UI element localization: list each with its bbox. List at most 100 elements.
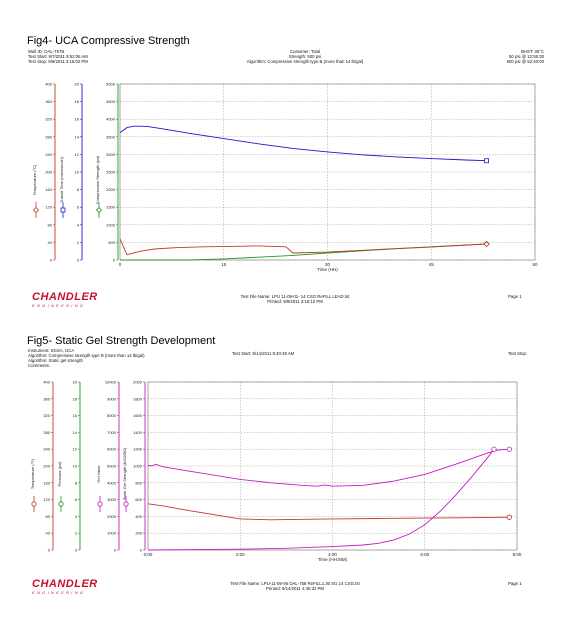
fig4-bhst: BHST: 38°C (521, 49, 544, 54)
y-tick-label: 16 (75, 117, 80, 122)
y-tick-label: 360 (43, 396, 50, 401)
y-tick-label: 2000 (107, 514, 117, 519)
y-axis-label: Temperature (°F) (30, 458, 35, 489)
y-tick-label: 80 (46, 514, 51, 519)
y-tick-label: 10 (73, 464, 78, 469)
y-tick-label: 0 (50, 258, 53, 263)
fig5-title: Fig5- Static Gel Strength Development (27, 335, 216, 347)
y-tick-label: 14 (73, 430, 78, 435)
series-end-marker (506, 446, 512, 452)
series-line (119, 238, 487, 256)
y-tick-label: 200 (43, 464, 50, 469)
fig4-strength: Strength: 500 psi (288, 54, 322, 59)
y-tick-label: 1000 (133, 464, 143, 469)
fig5-instrument: Instrument: SGSA, UCA (28, 348, 75, 353)
series-end-marker (484, 158, 489, 164)
x-tick-label: 6:00 (420, 552, 429, 557)
fig4-logo: CHANDLER ENGINEERING (32, 291, 98, 308)
y-tick-label: 10000 (105, 380, 117, 385)
fig4-header-left: Well ID: OAL-757B Test Start: 9/7/2011 9… (28, 49, 88, 64)
fig4-printed: Printed: 9/9/2011 3:19:10 PM (267, 299, 323, 304)
y-tick-label: 40 (48, 240, 53, 245)
series-end-marker (506, 514, 512, 520)
y-tick-label: 120 (45, 205, 52, 210)
y-tick-label: 7000 (107, 430, 117, 435)
y-tick-label: 0 (113, 258, 116, 263)
y-tick-label: 6 (77, 205, 80, 210)
y-tick-label: 280 (45, 134, 52, 139)
y-axis-label: Compressive Strength (psi) (95, 155, 100, 204)
axis-legend-marker (60, 207, 66, 213)
logo-sub: ENGINEERING (32, 303, 86, 308)
y-tick-label: 4000 (106, 117, 116, 122)
x-axis-label: Time (HH) (317, 267, 338, 272)
y-tick-label: 1600 (133, 413, 143, 418)
fig4-customer: Customer: Total (289, 49, 320, 54)
y-tick-label: 160 (43, 480, 50, 485)
x-tick-label: 45 (429, 262, 435, 267)
fig4-well-id: Well ID: OAL-757B (28, 49, 65, 54)
fig4-test-start: Test Start: 9/7/2011 9:52:06 AM (28, 54, 88, 59)
y-axis-label: Transit Time (microsec/in) (59, 156, 64, 203)
y-tick-label: 280 (43, 430, 50, 435)
fig5-page: Page 1 (508, 581, 522, 586)
y-tick-label: 400 (135, 514, 142, 519)
y-tick-label: 320 (45, 117, 52, 122)
y-tick-label: 0 (77, 258, 80, 263)
axis-legend-marker (31, 501, 37, 507)
y-tick-label: 8 (75, 480, 78, 485)
y-tick-label: 120 (43, 497, 50, 502)
fig5-test-stop: Test Stop: (508, 351, 528, 356)
y-tick-label: 8 (77, 187, 80, 192)
y-tick-label: 200 (135, 531, 142, 536)
series-line (147, 448, 510, 487)
y-tick-label: 3000 (107, 497, 117, 502)
y-tick-label: 2500 (106, 170, 116, 175)
y-tick-label: 9000 (107, 396, 117, 401)
x-tick-label: 4:00 (328, 552, 337, 557)
y-tick-label: 0 (140, 548, 143, 553)
y-tick-label: 800 (135, 480, 142, 485)
x-tick-label: 0 (119, 262, 122, 267)
y-tick-label: 2000 (133, 380, 143, 385)
y-tick-label: 5000 (106, 82, 116, 87)
x-tick-label: 60 (532, 262, 538, 267)
y-tick-label: 1800 (133, 396, 143, 401)
axis-legend-marker (32, 206, 40, 214)
x-tick-label: 0:00 (144, 552, 153, 557)
y-tick-label: 0 (48, 548, 51, 553)
x-tick-label: 2:00 (236, 552, 245, 557)
fig5-file-name: Test File Name: LPU-11-09-06 OAL-758 ReF… (230, 581, 360, 586)
series-line (147, 503, 510, 521)
y-tick-label: 2000 (106, 187, 116, 192)
series-line (147, 448, 495, 551)
y-tick-label: 600 (135, 497, 142, 502)
logo-name: CHANDLER (32, 291, 98, 303)
fig5-printed: Printed: 9/14/2011 4:45:32 PM (266, 586, 324, 591)
fig5-header-left: Instrument: SGSA, UCA Algorithm: Compres… (28, 348, 145, 368)
y-tick-label: 1500 (106, 205, 116, 210)
x-tick-label: 30 (325, 262, 331, 267)
y-tick-label: 160 (45, 187, 52, 192)
plot-border (147, 381, 518, 551)
fig4-file-name: Test File Name: LPU 11-09-01- 14 CSG ReF… (240, 294, 350, 299)
y-axis-label: Gel Value (96, 465, 101, 483)
y-axis-label: Static Gel Strength (lb/100ft2) (122, 447, 127, 500)
series-end-marker (483, 241, 490, 248)
y-tick-label: 6000 (107, 447, 117, 452)
y-tick-label: 12 (73, 447, 78, 452)
y-tick-label: 320 (43, 413, 50, 418)
fig5-comments: Comments: (28, 363, 50, 368)
y-tick-label: 6 (75, 497, 78, 502)
axis-legend-marker (97, 501, 103, 507)
y-axis-label: Pressure (psi) (57, 461, 62, 487)
y-tick-label: 240 (45, 152, 52, 157)
y-tick-label: 2 (77, 240, 80, 245)
y-tick-label: 16 (73, 413, 78, 418)
y-tick-label: 1200 (133, 447, 143, 452)
fig4-header-center: Customer: Total Strength: 500 psi Algori… (205, 49, 405, 64)
fig5-logo: CHANDLER ENGINEERING (32, 578, 98, 595)
y-tick-label: 20 (75, 82, 80, 87)
y-tick-label: 200 (45, 170, 52, 175)
